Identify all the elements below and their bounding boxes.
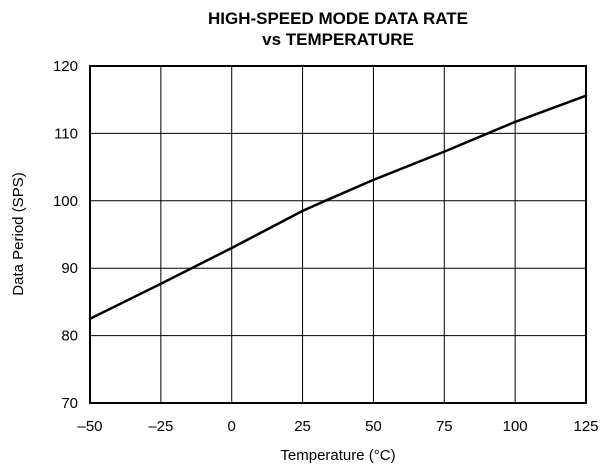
y-tick-labels: 70 80 90 100 110 120 xyxy=(53,58,78,412)
x-tick-label: 0 xyxy=(228,418,236,435)
chart-title-line-1: HIGH-SPEED MODE DATA RATE xyxy=(208,9,468,28)
y-tick-label: 90 xyxy=(61,260,78,277)
x-tick-label: 25 xyxy=(294,418,311,435)
y-tick-label: 100 xyxy=(53,193,78,210)
series-line xyxy=(88,94,588,321)
y-tick-label: 110 xyxy=(54,125,78,142)
plot-frame xyxy=(89,65,587,404)
y-tick-label: 120 xyxy=(53,58,78,75)
x-axis-label: Temperature (°C) xyxy=(280,447,395,464)
y-axis-label: Data Period (SPS) xyxy=(10,172,27,295)
y-tick-label: 80 xyxy=(61,328,78,345)
x-tick-labels: –50 –25 0 25 50 75 100 125 xyxy=(77,418,598,435)
y-tick-label: 70 xyxy=(61,395,78,412)
x-tick-label: –25 xyxy=(148,418,173,435)
grid-lines xyxy=(90,66,586,403)
x-tick-label: 125 xyxy=(573,418,598,435)
chart-title-line-2: vs TEMPERATURE xyxy=(262,30,414,49)
x-tick-label: 50 xyxy=(365,418,382,435)
x-tick-label: 75 xyxy=(436,418,453,435)
x-tick-label: –50 xyxy=(77,418,102,435)
series-group xyxy=(88,94,588,321)
x-tick-label: 100 xyxy=(503,418,528,435)
